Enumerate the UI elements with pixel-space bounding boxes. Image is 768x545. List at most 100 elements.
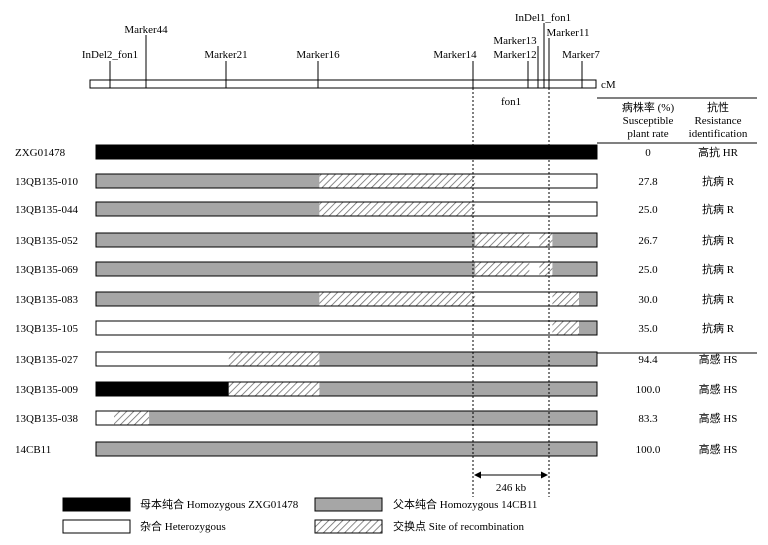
genotype-row: 14CB11 100.0 高感 HS [15,441,738,457]
legend-swatch-heterozygous [62,519,131,534]
line-name: 13QB135-105 [15,323,78,335]
segment-heterozygous [475,292,553,306]
segment-paternal [579,292,597,306]
segment-recombination [475,233,530,247]
susceptible-rate: 26.7 [638,235,658,247]
segment-recombination [552,321,579,335]
line-name: 13QB135-083 [15,294,78,306]
resistance-identification: 抗病 R [702,202,735,216]
genotype-bar-outline [95,320,598,336]
genotype-row: 13QB135-010 27.8 抗病 R [15,173,735,189]
resistance-identification: 抗病 R [702,262,735,276]
segment-paternal [96,292,320,306]
marker-label-indel2-fon1: InDel2_fon1 [82,49,138,61]
legend-item-recombination: 交换点 Site of recombination [314,519,525,534]
susceptible-rate: 0 [645,147,651,159]
map-unit-label: cM [601,79,616,91]
line-name: 13QB135-038 [15,413,78,425]
interval-arrowhead-right [541,471,548,479]
interval-arrowhead-left [474,471,481,479]
susceptible-rate: 35.0 [638,323,658,335]
interval-size-label: 246 kb [496,482,527,494]
resistance-identification: 高感 HS [699,352,738,366]
marker-label-marker16: Marker16 [296,49,340,61]
resistance-header-en1: Resistance [694,115,741,127]
genotype-row: ZXG01478 0 高抗 HR [15,144,739,160]
genotype-bar-outline [95,261,598,277]
resistance-identification: 高感 HS [699,442,738,456]
genotype-row: 13QB135-009 100.0 高感 HS [15,381,737,397]
segment-recombination [319,202,476,216]
resistance-header-en2: identification [689,128,748,140]
segment-heterozygous [96,321,553,335]
physical-map: cM InDel2_fon1 Marker44 Marker21 Marker16 Ma… [82,12,616,108]
segment-paternal [96,262,476,276]
legend-swatch-paternal [314,497,383,512]
genotype-row: 13QB135-038 83.3 高感 HS [15,410,737,426]
susceptible-rate: 27.8 [638,176,658,188]
segment-paternal [96,442,597,456]
marker-label-marker21: Marker21 [204,49,247,61]
segment-recombination [552,292,579,306]
segment-paternal [96,233,476,247]
segment-recombination [539,233,553,247]
segment-paternal [96,174,320,188]
line-name: 14CB11 [15,444,51,456]
legend-item-paternal: 父本纯合 Homozygous 14CB11 [314,497,537,512]
segment-paternal [96,202,320,216]
susceptible-rate: 25.0 [638,204,658,216]
segment-heterozygous [96,352,229,366]
marker-label-marker44: Marker44 [124,24,168,36]
line-name: 13QB135-052 [15,235,78,247]
segment-paternal [579,321,597,335]
rate-header-en1: Susceptible [623,115,674,127]
legend-label-maternal: 母本纯合 Homozygous ZXG01478 [140,497,299,511]
susceptible-rate: 25.0 [638,264,658,276]
segment-recombination [228,382,320,396]
legend-item-maternal: 母本纯合 Homozygous ZXG01478 [62,497,299,512]
rate-header-en2: plant rate [627,128,668,140]
fon1-interval: 246 kb [472,84,550,497]
genotype-rows: ZXG01478 0 高抗 HR 13QB135-010 27.8 抗病 R 13QB135… [15,144,739,457]
rate-header-cn: 病株率 (%) [622,100,675,114]
susceptible-rate: 100.0 [636,384,661,396]
segment-recombination [539,262,553,276]
resistance-identification: 抗病 R [702,321,735,335]
segment-heterozygous [475,174,597,188]
genotype-bar-outline [95,441,598,457]
marker-label-marker12: Marker12 [493,49,536,61]
genotype-bar-outline [95,381,598,397]
segment-paternal [149,411,597,425]
legend-label-heterozygous: 杂合 Heterozygous [140,519,226,533]
susceptible-rate: 94.4 [638,354,658,366]
marker-layer: InDel2_fon1 Marker44 Marker21 Marker16 Marke… [82,12,600,88]
line-name: 13QB135-069 [15,264,78,276]
segment-paternal [552,262,597,276]
legend-swatch-recombination [314,519,383,534]
genotype-row: 13QB135-052 26.7 抗病 R [15,232,735,248]
segment-heterozygous [475,202,597,216]
line-name: 13QB135-009 [15,384,78,396]
legend: 母本纯合 Homozygous ZXG01478 父本纯合 Homozygous … [62,497,537,534]
line-name: 13QB135-044 [15,204,78,216]
chromosome-bar [89,79,597,89]
segment-heterozygous [529,262,540,276]
genotype-row: 13QB135-083 30.0 抗病 R [15,291,735,307]
susceptible-rate: 100.0 [636,444,661,456]
table-header: 病株率 (%) Susceptible plant rate 抗性 Resist… [597,97,757,354]
marker-label-marker7: Marker7 [562,49,600,61]
legend-label-paternal: 父本纯合 Homozygous 14CB11 [393,497,537,511]
resistance-identification: 抗病 R [702,233,735,247]
segment-recombination [319,174,476,188]
marker-label-indel1-fon1: InDel1_fon1 [515,12,571,24]
genotype-bar-outline [95,291,598,307]
gene-label: fon1 [501,96,521,108]
line-name: ZXG01478 [15,147,66,159]
resistance-identification: 高抗 HR [698,145,739,159]
marker-label-marker11: Marker11 [547,27,590,39]
segment-recombination [319,292,476,306]
line-name: 13QB135-027 [15,354,78,366]
legend-item-heterozygous: 杂合 Heterozygous [62,519,226,534]
segment-paternal [552,233,597,247]
